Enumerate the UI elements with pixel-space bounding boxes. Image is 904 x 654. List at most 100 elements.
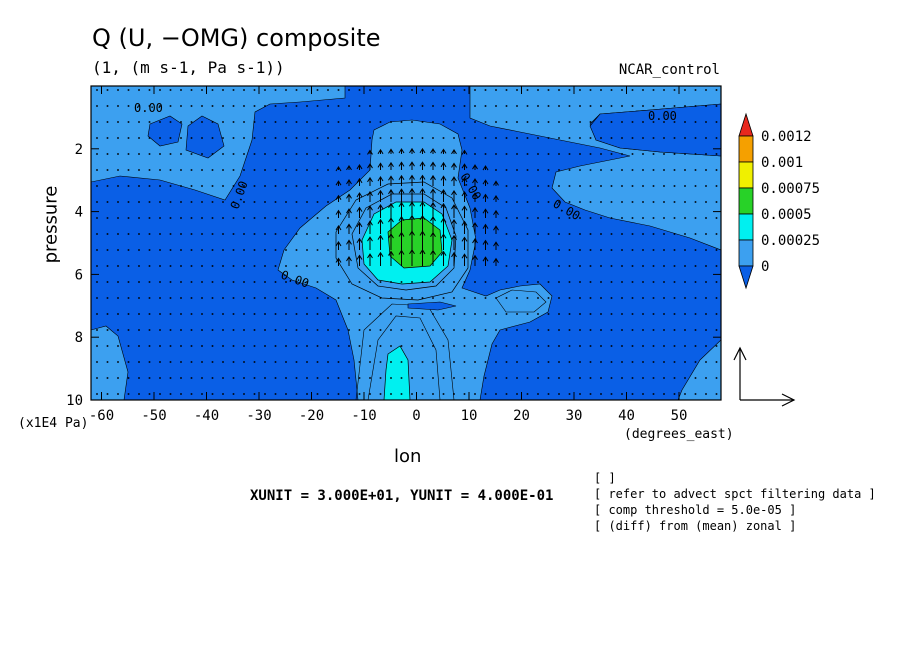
x-tick-label: -60 — [89, 408, 114, 424]
vector-dot — [211, 377, 214, 379]
vector-dot — [705, 393, 707, 395]
vector-dot — [358, 345, 361, 347]
vector-dot — [705, 361, 707, 363]
vector-dot — [117, 89, 119, 91]
vector-dot — [526, 217, 529, 219]
vector-dot — [316, 249, 319, 251]
vector-dot — [474, 137, 476, 139]
vector-dot — [589, 105, 592, 107]
note-line: [ (diff) from (mean) zonal ] — [594, 519, 797, 533]
vector-dot — [663, 393, 665, 395]
vector-dot — [117, 313, 119, 315]
vector-dot — [190, 393, 193, 395]
vector-dot — [589, 249, 592, 251]
vector-dot — [694, 137, 697, 139]
vector-dot — [663, 153, 665, 155]
vector-dot — [306, 233, 308, 235]
vector-dot — [526, 361, 529, 363]
vector-dot — [453, 137, 455, 139]
vector-dot — [516, 105, 518, 107]
vector-dot — [190, 217, 193, 219]
vector-dot — [411, 121, 413, 123]
vector-dot — [621, 217, 623, 219]
vector-dot — [264, 329, 266, 331]
vector-arrowhead — [346, 164, 352, 171]
vector-dot — [579, 313, 581, 315]
vector-dot — [327, 185, 329, 187]
vector-dot — [106, 249, 109, 251]
vector-arrowhead — [430, 188, 436, 194]
vector-dot — [222, 313, 224, 315]
vector-dot — [715, 297, 718, 299]
vector-dot — [673, 297, 676, 299]
vector-dot — [253, 105, 256, 107]
vector-dot — [715, 185, 718, 187]
vector-dot — [694, 393, 697, 395]
vector-dot — [642, 89, 644, 91]
vector-dot — [400, 121, 403, 123]
vector-dot — [285, 329, 287, 331]
vector-dot — [610, 233, 613, 235]
vector-dot — [453, 105, 455, 107]
vector-arrowhead — [346, 193, 352, 199]
vector-dot — [316, 153, 319, 155]
vector-dot — [106, 281, 109, 283]
vector-dot — [558, 185, 560, 187]
vector-dot — [558, 361, 560, 363]
vector-dot — [264, 393, 266, 395]
contour-label: 0.00 — [134, 101, 163, 115]
vector-dot — [600, 153, 602, 155]
vector-dot — [705, 265, 707, 267]
vector-dot — [652, 121, 655, 123]
vector-dot — [306, 89, 308, 91]
vector-dot — [390, 121, 392, 123]
vector-dot — [285, 393, 287, 395]
vector-dot — [127, 393, 130, 395]
contour-bottom-a — [367, 315, 441, 400]
vector-dot — [358, 361, 361, 363]
vector-dot — [589, 297, 592, 299]
vector-dot — [390, 281, 392, 283]
vector-arrowhead — [482, 223, 489, 229]
vector-dot — [306, 281, 308, 283]
vector-arrowhead — [335, 257, 342, 263]
vector-dot — [117, 361, 119, 363]
vector-arrowhead — [335, 166, 342, 172]
vector-dot — [537, 281, 539, 283]
vector-dot — [589, 185, 592, 187]
vector-arrowhead — [482, 239, 489, 245]
vector-dot — [600, 249, 602, 251]
vector-dot — [579, 249, 581, 251]
vector-dot — [264, 201, 266, 203]
vector-dot — [495, 393, 497, 395]
vector-dot — [505, 281, 508, 283]
vector-dot — [526, 185, 529, 187]
vector-dot — [568, 153, 571, 155]
vector-dot — [138, 217, 140, 219]
vector-dot — [138, 169, 140, 171]
vector-dot — [568, 377, 571, 379]
vector-dot — [600, 297, 602, 299]
vector-dot — [201, 201, 203, 203]
vector-dot — [295, 249, 298, 251]
vector-dot — [264, 297, 266, 299]
vector-dot — [117, 233, 119, 235]
vector-arrowhead — [461, 253, 468, 259]
vector-dot — [211, 393, 214, 395]
fill-level-0.0005 — [387, 217, 443, 269]
vector-arrowhead — [409, 230, 415, 236]
vector-dot — [201, 217, 203, 219]
vector-dot — [600, 89, 602, 91]
vector-dot — [610, 265, 613, 267]
vector-dot — [684, 105, 686, 107]
vector-dot — [642, 361, 644, 363]
vector-dot — [631, 89, 634, 91]
vector-dot — [211, 249, 214, 251]
vector-dot — [148, 281, 151, 283]
vector-dot — [138, 393, 140, 395]
vector-dot — [715, 329, 718, 331]
vector-dot — [106, 393, 109, 395]
vector-dot — [589, 281, 592, 283]
vector-dot — [631, 105, 634, 107]
vector-dot — [358, 377, 361, 379]
